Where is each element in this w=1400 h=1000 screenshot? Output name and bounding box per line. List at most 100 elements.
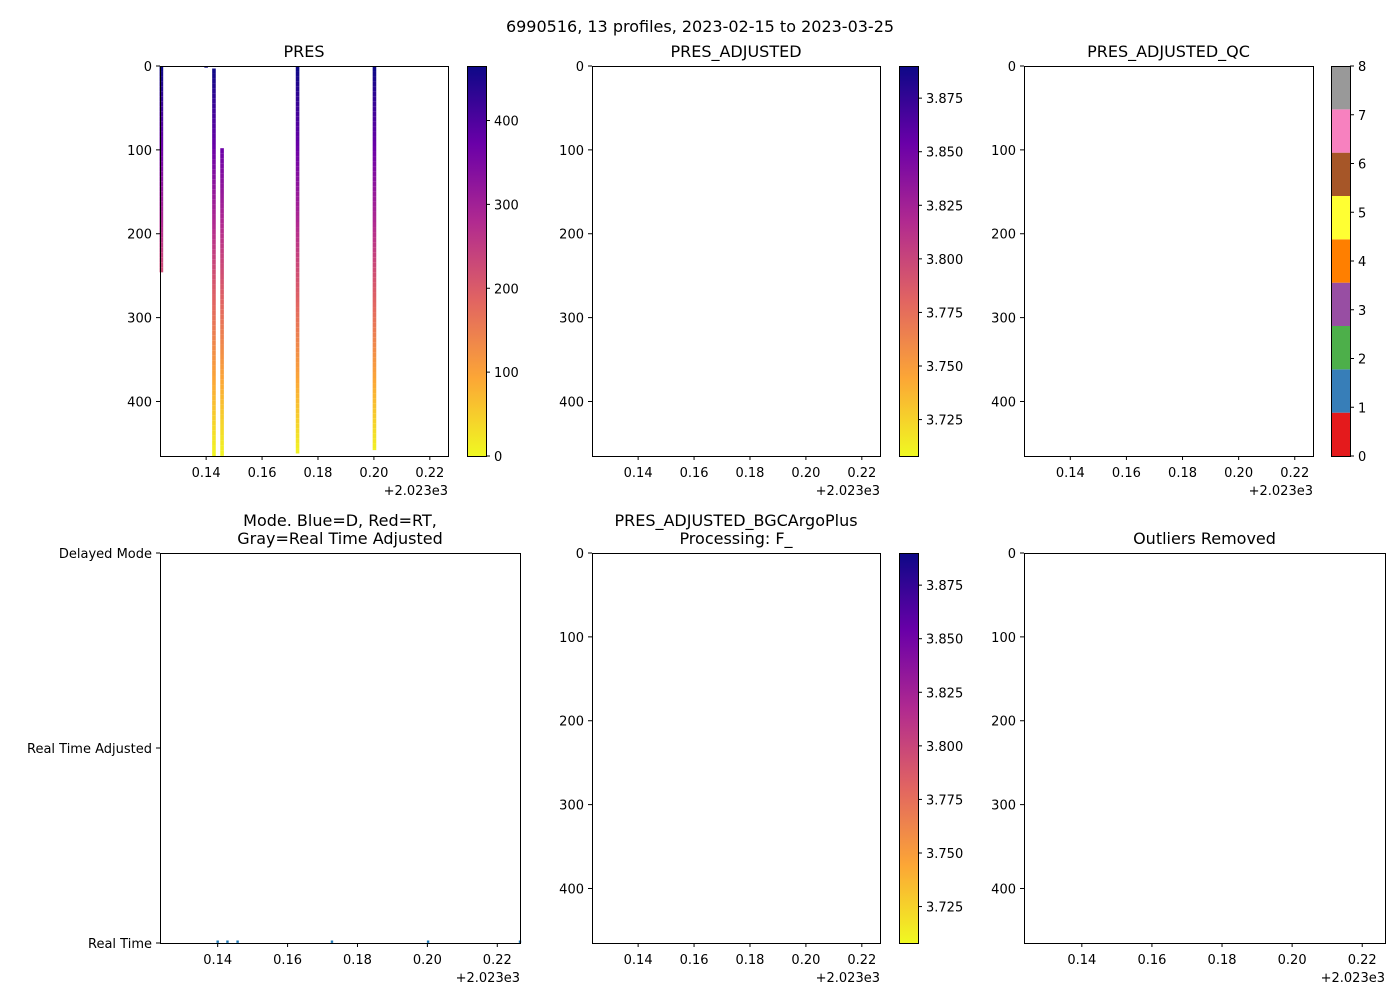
x-tick-label: 0.18 [304,466,333,481]
profile-segment [220,374,224,380]
profile-segment [295,96,300,102]
profile-segment [295,287,300,293]
profile-segment [295,317,300,323]
profile-segment [372,136,377,142]
axes-title-line: Mode. Blue=D, Red=RT, [243,511,437,530]
profile-segment [372,438,377,444]
profile-segment [220,304,224,310]
profile-segment [295,81,300,87]
colorbar: 3.725 3.750 3.775 3.800 3.825 3.850 3.875 [899,66,963,457]
profile-segment [220,238,224,244]
profile-segment [372,111,377,117]
colorbar-frame [467,66,487,457]
profile-segment [220,183,224,189]
profile-segment [220,319,224,325]
profile-segment [212,234,216,240]
profile-segment [295,242,300,248]
x-tick-label: 0.16 [680,466,709,481]
colorbar-frame [899,66,919,457]
profile-segment [220,389,224,395]
y-tick-label: 0 [576,547,584,562]
profile-segment [372,337,377,343]
profile-segment [220,369,224,375]
y-tick-label: 300 [559,799,584,814]
x-tick-label: 0.18 [1208,953,1237,968]
profile-segment [212,249,216,255]
profile-segment [372,156,377,162]
x-tick-label: 0.20 [413,953,442,968]
profile-segment [212,274,216,280]
profile-segment [295,418,300,424]
panel-pres_adj: PRES_ADJUSTED 0 100 200 300 400 0.14 0.16 0.18 0.… [559,42,963,499]
profile-segment [372,131,377,137]
profile-segment [212,138,216,144]
profile-segment [212,300,216,306]
profile-segment [220,163,224,169]
profile-segment [295,161,300,167]
x-tick-label: 0.20 [359,466,388,481]
profile-segment [220,409,224,415]
profile-segment [212,340,216,346]
profile-segment [372,302,377,308]
y-tick-label: Delayed Mode [59,547,152,562]
profile-segment [295,106,300,112]
profile-segment [220,324,224,330]
profile-segment [220,253,224,259]
profile-segment [220,344,224,350]
profile-segment [212,123,216,129]
profile-segment [372,186,377,192]
colorbar-tick-label: 3.725 [926,901,963,916]
profile-segment [372,347,377,353]
colorbar-tick-label: 100 [494,366,519,381]
profile-segment [212,83,216,89]
y-tick-label: 100 [559,631,584,646]
y-tick-label: 200 [127,228,152,243]
profile-segment [212,370,216,376]
profile-segment [220,349,224,355]
profile-segment [220,284,224,290]
x-tick-label: 0.18 [1168,466,1197,481]
profile-segment [372,357,377,363]
x-offset-label: +2.023e3 [1321,971,1385,986]
profile-segment [212,68,216,74]
profile-segment [372,196,377,202]
profile-segment [212,284,216,290]
profile-segment [220,445,224,451]
profile-segment [295,428,300,434]
profile-segment [159,66,164,72]
profile-segment [295,216,300,222]
profile-segment [159,126,164,132]
profile-segment [212,128,216,134]
profile-segment [295,252,300,258]
y-tick-label: 400 [127,395,152,410]
profile-segment [220,248,224,254]
profile-segment [372,383,377,389]
figure-title: 6990516, 13 profiles, 2023-02-15 to 2023… [506,17,894,36]
profile-segment [372,267,377,273]
x-tick-label: 0.20 [1278,953,1307,968]
profile-segment [212,305,216,311]
profile-segment [295,257,300,263]
profile-segment [295,267,300,273]
profile-segment [295,337,300,343]
panel-mode: Mode. Blue=D, Red=RT,Gray=Real Time Adju… [27,511,522,986]
profile-segment [220,258,224,264]
profile-segment [295,101,300,107]
profile-segment [220,148,224,154]
profile-segment [212,294,216,300]
profile-segment [220,263,224,269]
profile-segment [372,166,377,172]
profile-segment [159,71,164,77]
profile-segment [212,330,216,336]
profile-segment [212,345,216,351]
profile-segment [212,103,216,109]
mode-point [426,940,430,943]
profile-segment [212,244,216,250]
x-tick-label: 0.22 [847,466,876,481]
x-offset-label: +2.023e3 [816,484,880,499]
profile-segment [372,222,377,228]
profile-segment [159,216,164,222]
profile-segment [212,214,216,220]
colorbar-tick-label: 1 [1358,401,1366,416]
colorbar: 3.725 3.750 3.775 3.800 3.825 3.850 3.875 [899,553,963,944]
